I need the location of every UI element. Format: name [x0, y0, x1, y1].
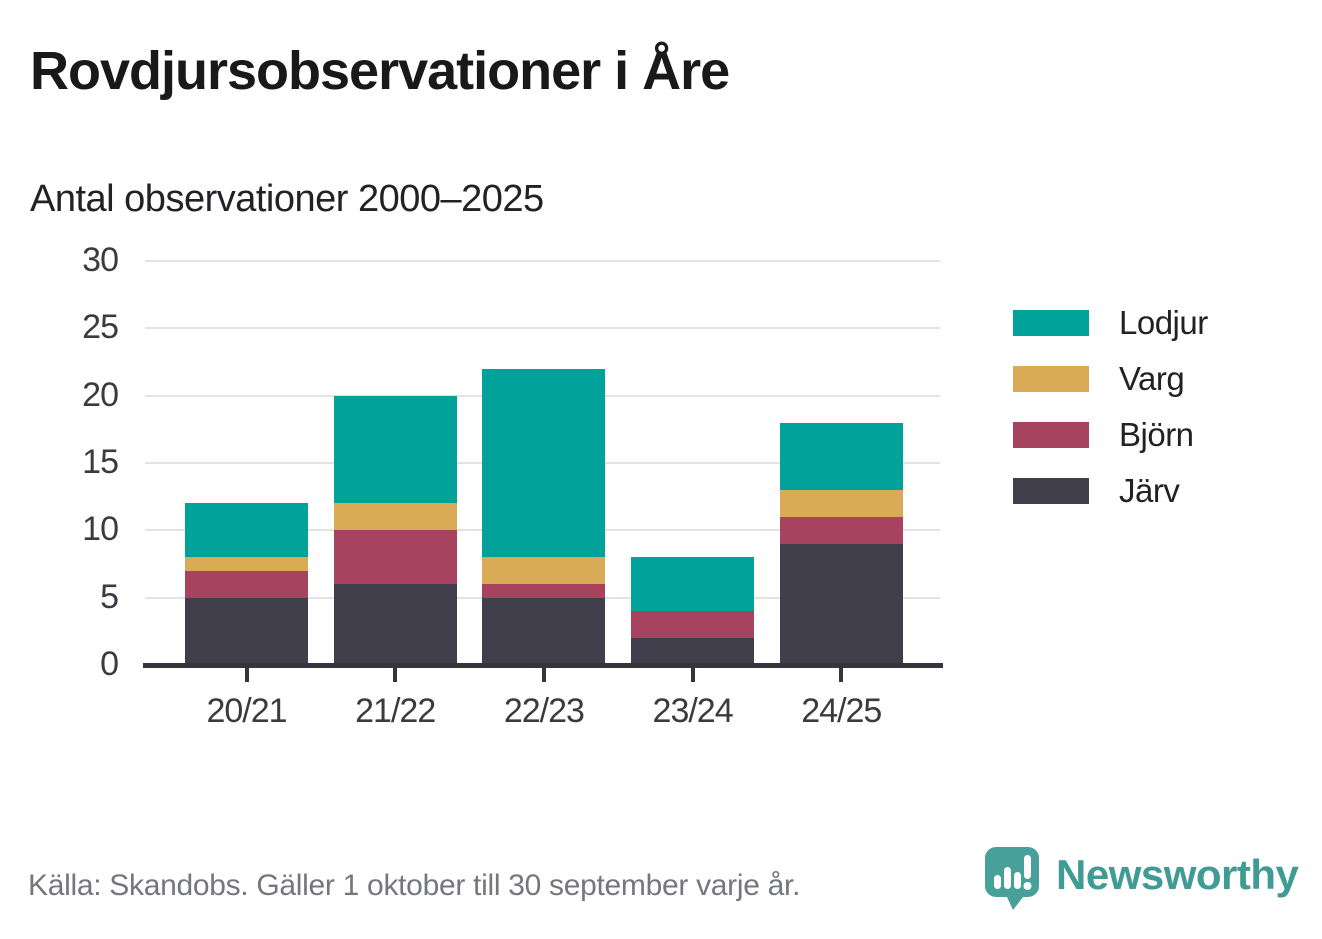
- bar-21-22: [333, 261, 457, 665]
- y-tick-label-25: 25: [82, 308, 119, 347]
- gridline-30: [145, 260, 940, 262]
- x-tick-mark-21-22: [393, 668, 398, 682]
- bar-segment-järv-24-25: [779, 543, 903, 665]
- newsworthy-logo: Newsworthy: [984, 846, 1299, 912]
- bar-segment-björn-20-21: [185, 570, 308, 598]
- bar-segment-lodjur-22-23: [482, 368, 606, 558]
- plot-area: [145, 260, 940, 665]
- bar-segment-varg-20-21: [185, 557, 308, 571]
- bar-segment-björn-24-25: [779, 516, 903, 544]
- x-tick-mark-24-25: [839, 668, 844, 682]
- legend-item-björn: Björn: [1013, 416, 1194, 454]
- legend-swatch-björn: [1013, 422, 1089, 448]
- x-tick-label-21-22: 21/22: [355, 692, 436, 730]
- bar-segment-järv-21-22: [333, 584, 457, 665]
- y-tick-label-0: 0: [100, 645, 119, 683]
- bar-24-25: [779, 261, 903, 665]
- bar-segment-järv-20-21: [185, 597, 308, 665]
- legend-item-varg: Varg: [1013, 360, 1185, 398]
- legend-label-lodjur: Lodjur: [1119, 304, 1208, 341]
- legend-swatch-lodjur: [1013, 310, 1089, 336]
- x-tick-label-20-21: 20/21: [206, 692, 287, 730]
- newsworthy-bubble-icon: [985, 847, 1039, 910]
- y-tick-label-10: 10: [82, 510, 119, 549]
- bar-segment-lodjur-23-24: [631, 557, 755, 612]
- bar-segment-lodjur-24-25: [779, 422, 903, 490]
- bar-segment-lodjur-20-21: [185, 503, 308, 558]
- bar-segment-björn-22-23: [482, 584, 606, 598]
- legend-label-järv: Järv: [1119, 472, 1180, 509]
- legend-item-järv: Järv: [1013, 472, 1180, 510]
- bar-23-24: [631, 261, 755, 665]
- bar-segment-björn-23-24: [631, 611, 755, 639]
- x-tick-label-24-25: 24/25: [801, 692, 882, 730]
- chart-subtitle: Antal observationer 2000–2025: [30, 178, 544, 220]
- x-axis-line: [143, 663, 943, 668]
- bar-segment-järv-23-24: [631, 638, 755, 665]
- bar-segment-varg-21-22: [333, 503, 457, 531]
- y-tick-label-20: 20: [82, 375, 119, 414]
- y-tick-label-5: 5: [100, 577, 119, 616]
- bar-20-21: [185, 261, 308, 665]
- y-tick-label-15: 15: [82, 443, 119, 481]
- bar-segment-varg-22-23: [482, 557, 606, 585]
- bar-segment-lodjur-21-22: [333, 395, 457, 504]
- x-tick-label-23-24: 23/24: [652, 692, 734, 730]
- x-tick-mark-22-23: [541, 668, 546, 682]
- legend-label-björn: Björn: [1119, 416, 1194, 453]
- bar-segment-björn-21-22: [333, 530, 457, 585]
- gridline-25: [145, 327, 940, 330]
- source-attribution: Källa: Skandobs. Gäller 1 oktober till 3…: [28, 869, 801, 902]
- legend-swatch-varg: [1013, 366, 1089, 392]
- bar-22-23: [482, 261, 606, 665]
- y-tick-label-30: 30: [82, 241, 119, 279]
- x-tick-mark-23-24: [690, 668, 695, 682]
- bar-segment-järv-22-23: [482, 597, 606, 665]
- page-title: Rovdjursobservationer i Åre: [30, 41, 730, 101]
- legend-label-varg: Varg: [1119, 360, 1185, 397]
- x-tick-label-22-23: 22/23: [503, 692, 585, 730]
- legend-swatch-järv: [1013, 478, 1089, 504]
- bar-segment-varg-24-25: [779, 489, 903, 517]
- newsworthy-wordmark: Newsworthy: [1056, 851, 1299, 898]
- x-tick-mark-20-21: [244, 668, 249, 682]
- legend-item-lodjur: Lodjur: [1013, 304, 1208, 342]
